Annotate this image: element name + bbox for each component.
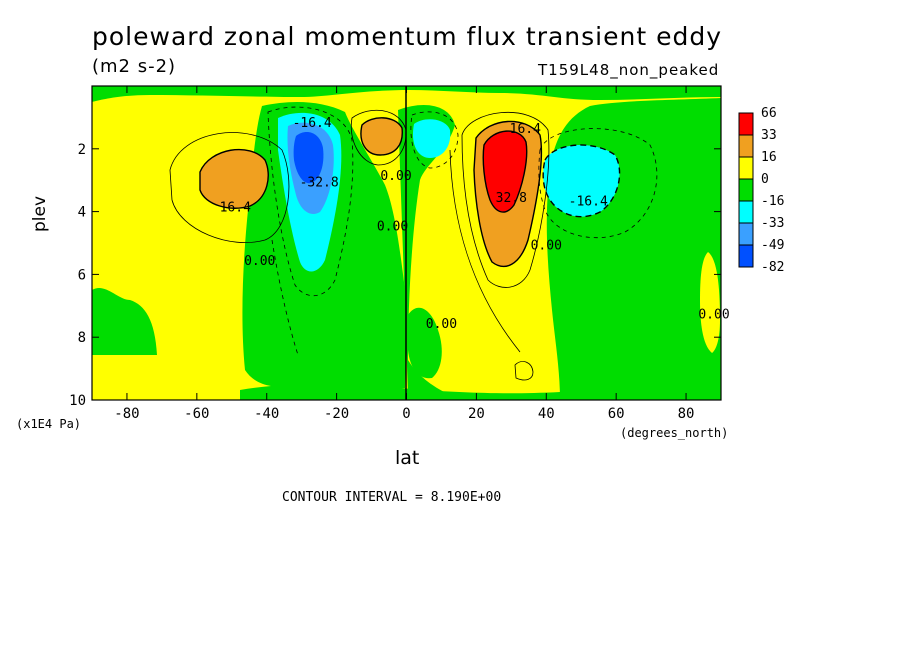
y-axis-label: plev	[30, 195, 50, 232]
north-positive-red	[482, 130, 528, 213]
south-tropics-positive	[360, 117, 403, 156]
colorbar-label: 16	[761, 150, 777, 165]
contour-line	[350, 110, 407, 166]
colorbar-label: -33	[761, 216, 784, 231]
colorbar-swatch	[738, 112, 754, 136]
equatorial-negative-region	[398, 105, 455, 395]
x-tick-label: -40	[254, 406, 279, 422]
contour-label: -32.8	[300, 175, 339, 190]
colorbar-label: 66	[761, 106, 777, 121]
bottom-negative-region	[240, 383, 560, 400]
south-negative-core	[293, 132, 324, 184]
x-tick-label: 60	[608, 406, 625, 422]
contour-labels: 16.4 -16.4 -32.8 0.00 0.00 0.00 16.4 32.8 0.00 -1…	[220, 116, 730, 332]
contour-label: 0.00	[244, 254, 275, 269]
contour-label: 0.00	[377, 219, 408, 234]
x-tick-label: 0	[402, 406, 410, 422]
north-tropics-negative	[412, 119, 451, 158]
x-tick-label: 40	[538, 406, 555, 422]
y-tick-label: 6	[78, 267, 86, 283]
northern-negative-region	[546, 98, 721, 400]
colorbar-label: -49	[761, 238, 784, 253]
contour-line	[267, 106, 354, 297]
colorbar-swatch	[738, 134, 754, 158]
colorbar-swatch	[738, 244, 754, 268]
contour-label: 0.00	[531, 238, 562, 253]
x-tick-label: 20	[468, 406, 485, 422]
contour-line	[514, 361, 534, 381]
colorbar-swatch	[738, 178, 754, 202]
colorbar: 66 33 16 0 -16 -33 -49 -82	[738, 106, 784, 275]
x-tick-label: 80	[678, 406, 695, 422]
contour-label: 0.00	[380, 169, 411, 184]
y-tick-label: 2	[78, 142, 86, 158]
top-negative-region	[92, 86, 721, 102]
contour-label: 32.8	[496, 191, 527, 206]
contour-label: -16.4	[569, 194, 608, 209]
contour-interval-label: CONTOUR INTERVAL = 8.190E+00	[282, 490, 502, 505]
colorbar-label: -82	[761, 260, 784, 275]
y-tick-label: 8	[78, 330, 86, 346]
south-positive-max	[199, 148, 269, 209]
contour-label: 0.00	[698, 307, 729, 322]
colorbar-swatch	[738, 222, 754, 246]
x-tick-label: -20	[324, 406, 349, 422]
contour-line	[169, 132, 290, 243]
y-tick-label: 4	[78, 205, 86, 221]
colorbar-label: 0	[761, 172, 769, 187]
y-tick-label: 10	[69, 393, 86, 409]
contour-line	[538, 128, 658, 239]
colorbar-swatch	[738, 200, 754, 224]
contour-line	[461, 111, 550, 288]
equatorial-negative-lobe	[408, 307, 442, 379]
x-axis-unit: (degrees_north)	[620, 426, 729, 440]
chart-title: poleward zonal momentum flux transient e…	[92, 22, 722, 51]
colorbar-swatch	[738, 156, 754, 180]
x-tick-label: -60	[184, 406, 209, 422]
contour-label: -16.4	[293, 116, 332, 131]
y-axis-unit: (x1E4 Pa)	[16, 417, 82, 431]
run-id-label: T159L48_non_peaked	[538, 61, 720, 79]
colorbar-label: 33	[761, 128, 777, 143]
axes: -80 -60 -40 -20 0 20 40 60 80 2 4 6 8 10	[69, 86, 721, 422]
colorbar-label: -16	[761, 194, 784, 209]
north-negative-cyan	[542, 144, 621, 218]
contour-lines	[169, 106, 658, 381]
chart-units: (m2 s-2)	[92, 56, 177, 77]
southwest-negative-lobe	[92, 287, 157, 355]
x-tick-label: -80	[114, 406, 139, 422]
northern-positive-lobe	[700, 252, 720, 353]
contour-label: 16.4	[220, 201, 251, 216]
contour-line	[449, 149, 521, 353]
contour-label: 0.00	[426, 317, 457, 332]
x-axis-label: lat	[395, 447, 420, 469]
contour-label: 16.4	[510, 122, 541, 137]
